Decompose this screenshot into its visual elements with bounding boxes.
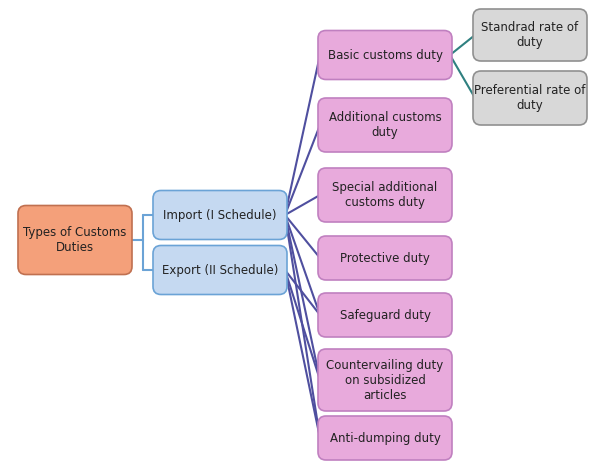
Text: Special additional
customs duty: Special additional customs duty xyxy=(332,181,437,209)
FancyBboxPatch shape xyxy=(318,293,452,337)
FancyBboxPatch shape xyxy=(318,236,452,280)
FancyBboxPatch shape xyxy=(318,168,452,222)
FancyBboxPatch shape xyxy=(153,190,287,240)
Text: Anti-dumping duty: Anti-dumping duty xyxy=(329,431,440,444)
Text: Standrad rate of
duty: Standrad rate of duty xyxy=(481,21,578,49)
FancyBboxPatch shape xyxy=(318,416,452,460)
FancyBboxPatch shape xyxy=(473,71,587,125)
Text: Protective duty: Protective duty xyxy=(340,252,430,265)
FancyBboxPatch shape xyxy=(153,246,287,295)
FancyBboxPatch shape xyxy=(318,30,452,79)
Text: Types of Customs
Duties: Types of Customs Duties xyxy=(23,226,127,254)
Text: Preferential rate of
duty: Preferential rate of duty xyxy=(475,84,586,112)
Text: Export (II Schedule): Export (II Schedule) xyxy=(162,264,278,277)
FancyBboxPatch shape xyxy=(318,349,452,411)
FancyBboxPatch shape xyxy=(318,98,452,152)
Text: Safeguard duty: Safeguard duty xyxy=(340,308,431,321)
Text: Basic customs duty: Basic customs duty xyxy=(328,48,443,61)
FancyBboxPatch shape xyxy=(18,206,132,274)
Text: Additional customs
duty: Additional customs duty xyxy=(329,111,442,139)
Text: Import (I Schedule): Import (I Schedule) xyxy=(163,208,277,221)
FancyBboxPatch shape xyxy=(473,9,587,61)
Text: Countervailing duty
on subsidized
articles: Countervailing duty on subsidized articl… xyxy=(326,359,443,402)
